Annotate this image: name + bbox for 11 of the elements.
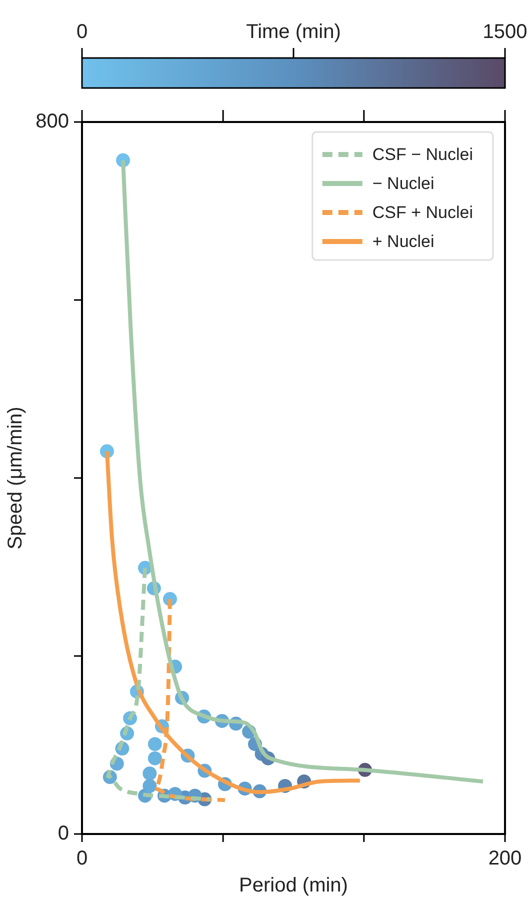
y-tick-label: 800 bbox=[36, 110, 69, 133]
x-axis-title: Period (min) bbox=[239, 874, 348, 897]
color-bar-label: 0 bbox=[76, 21, 88, 43]
legend-label: CSF − Nuclei bbox=[372, 145, 474, 164]
color-bar-label: 1500 bbox=[482, 21, 528, 43]
x-tick-label: 200 bbox=[488, 848, 522, 870]
y-axis-title: Speed (μm/min) bbox=[4, 406, 27, 550]
legend-label: + Nuclei bbox=[372, 232, 434, 252]
legend-label: − Nuclei bbox=[372, 174, 434, 194]
color-bar-title: Time (min) bbox=[246, 21, 341, 43]
legend-label: CSF + Nuclei bbox=[372, 203, 474, 222]
